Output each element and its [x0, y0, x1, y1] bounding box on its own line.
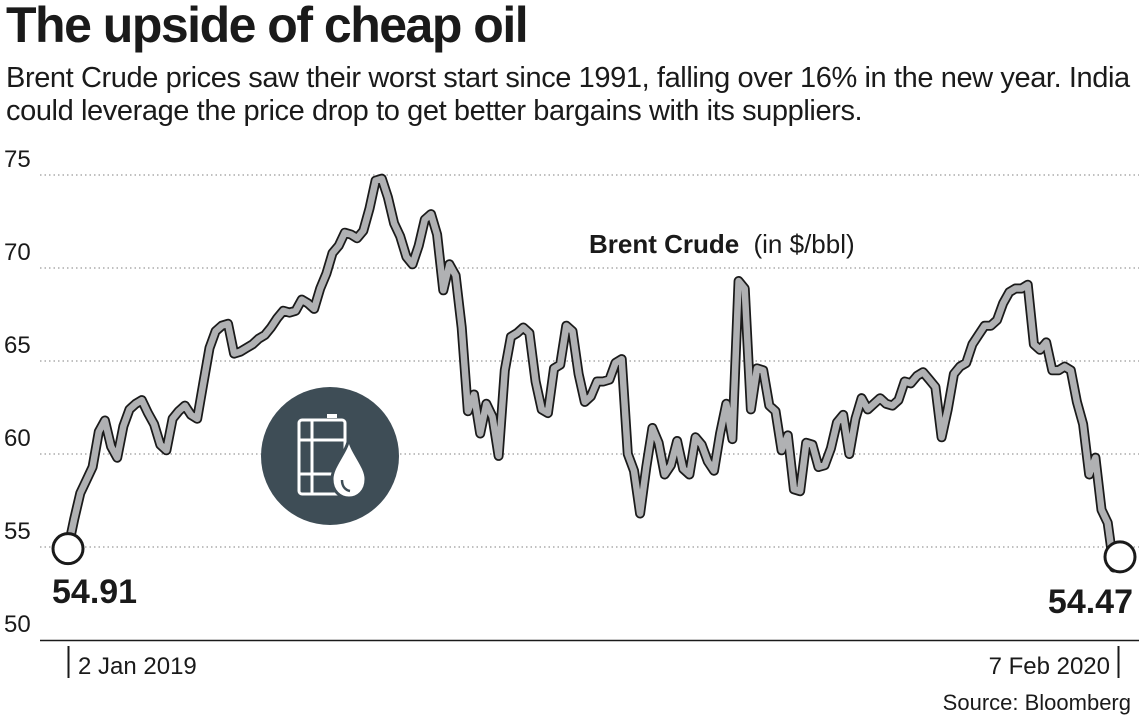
- start-value-label: 54.91: [52, 573, 137, 611]
- y-tick-label-60: 60: [4, 425, 31, 452]
- end-point-marker: [1103, 540, 1137, 574]
- y-tick-label-50: 50: [4, 611, 31, 638]
- series-label: Brent Crude (in $/bbl): [589, 229, 855, 259]
- y-tick-label-75: 75: [4, 146, 31, 173]
- end-value-label: 54.47: [1048, 583, 1133, 621]
- x-start-label: 2 Jan 2019: [78, 653, 197, 680]
- y-axis-tick-labels: 75 70 65 60 55 50: [4, 146, 31, 638]
- source-note: Source: Bloomberg: [942, 690, 1131, 715]
- oil-icon-badge: [261, 387, 399, 525]
- oil-barrel-drop-icon: [297, 414, 368, 500]
- price-line: [64, 175, 1124, 571]
- series-name: Brent Crude: [589, 229, 739, 259]
- y-tick-label-65: 65: [4, 332, 31, 359]
- y-tick-label-55: 55: [4, 518, 31, 545]
- x-axis: 2 Jan 2019 7 Feb 2020: [40, 639, 1139, 680]
- y-gridlines: [40, 174, 1139, 548]
- x-end-label: 7 Feb 2020: [989, 653, 1110, 680]
- price-line-series: [63, 173, 1125, 573]
- series-unit: (in $/bbl): [753, 229, 854, 259]
- chart-title: The upside of cheap oil: [6, 0, 529, 53]
- start-point-marker: [51, 532, 85, 566]
- y-tick-label-70: 70: [4, 239, 31, 266]
- chart-subtitle: Brent Crude prices saw their worst start…: [6, 62, 1130, 127]
